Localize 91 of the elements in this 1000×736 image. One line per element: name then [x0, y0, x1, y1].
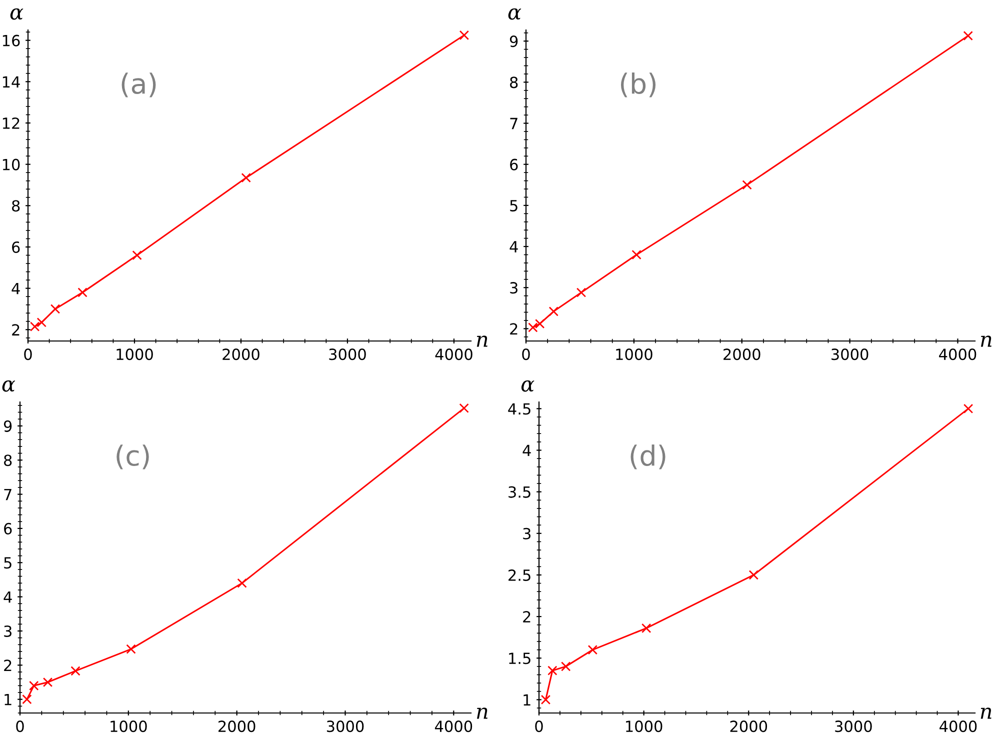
y-tick-label: 6	[12, 241, 20, 253]
point	[540, 694, 551, 705]
point	[42, 677, 53, 688]
x-tick-label: 1000	[616, 348, 652, 360]
annotation: (c)	[116, 444, 149, 470]
annotation: (b)	[620, 72, 656, 98]
annotation: (a)	[122, 72, 156, 98]
y-tick-label: 5	[510, 200, 518, 212]
y-tick-label: 2.5	[508, 569, 530, 581]
x-tick-label: 4000	[435, 348, 472, 360]
y-tick-label: 1	[524, 694, 530, 706]
y-tick-label: 7	[510, 118, 518, 130]
x-tick-label: 3000	[832, 348, 868, 360]
y-tick-label: 3	[4, 625, 12, 637]
x-tick-label: 3000	[835, 720, 872, 732]
point	[576, 288, 586, 298]
x-axis-title: n	[980, 708, 992, 719]
x-tick-label: 1000	[110, 720, 147, 732]
y-tick-label: 12	[2, 117, 20, 129]
point	[459, 403, 469, 414]
x-tick-label: 1000	[626, 720, 662, 732]
y-tick-label: 4.5	[508, 403, 530, 415]
point	[963, 30, 973, 41]
x-tick-label: 4000	[939, 348, 976, 360]
point	[29, 680, 39, 691]
point	[30, 322, 40, 332]
y-tick-label: 3	[523, 528, 530, 540]
y-tick-label: 6	[510, 158, 518, 170]
y-tick-label: 14	[2, 76, 20, 88]
point	[50, 304, 60, 314]
point	[241, 172, 251, 183]
x-tick-label: 4000	[940, 720, 977, 732]
y-tick-label: 8	[510, 76, 518, 88]
point	[528, 322, 538, 332]
x-axis-title: n	[476, 708, 488, 719]
point	[548, 666, 558, 676]
point	[132, 250, 142, 260]
annotation: (d)	[630, 444, 666, 470]
y-tick-label: 9	[4, 420, 12, 432]
x-tick-label: 1000	[116, 348, 153, 360]
y-axis-title: α	[2, 380, 16, 392]
point	[126, 644, 136, 654]
y-tick-label: 8	[12, 200, 20, 212]
y-tick-label: 4	[4, 591, 12, 603]
point	[748, 570, 759, 580]
x-tick-label: 3000	[329, 348, 366, 360]
y-tick-label: 3	[510, 282, 518, 294]
point	[588, 644, 598, 655]
y-tick-label: 4	[12, 282, 20, 294]
y-tick-label: 5	[4, 557, 12, 569]
point	[560, 662, 571, 672]
x-tick-label: 4000	[434, 720, 472, 732]
point	[641, 623, 652, 634]
y-tick-label: 8	[4, 454, 12, 466]
x-tick-label: 0	[535, 720, 543, 732]
x-tick-label: 2000	[724, 348, 760, 360]
y-tick-label: 1.5	[509, 652, 530, 664]
y-tick-label: 4	[510, 241, 518, 252]
x-tick-label: 2000	[730, 720, 768, 732]
y-tick-label: 2	[12, 324, 20, 336]
x-tick-label: 0	[522, 348, 530, 360]
point	[632, 250, 642, 260]
x-tick-label: 3000	[326, 720, 364, 732]
y-tick-label: 1	[4, 694, 12, 706]
y-tick-label: 7	[4, 488, 12, 500]
y-axis-title: α	[521, 380, 534, 392]
y-tick-label: 2	[4, 660, 12, 671]
x-tick-label: 2000	[218, 720, 256, 732]
point	[742, 180, 752, 190]
point	[963, 404, 974, 414]
y-tick-label: 6	[4, 522, 12, 534]
y-axis-title: α	[508, 8, 522, 20]
x-tick-label: 0	[24, 348, 32, 360]
point	[22, 694, 32, 704]
x-axis-title: n	[476, 336, 488, 347]
y-tick-label: 9	[510, 36, 518, 48]
y-tick-label: 3.5	[508, 486, 530, 498]
point	[78, 288, 88, 298]
y-tick-label: 16	[2, 34, 20, 46]
y-tick-label: 2	[523, 611, 530, 622]
point	[548, 306, 558, 316]
y-tick-label: 2	[510, 323, 518, 334]
x-tick-label: 2000	[222, 348, 260, 360]
x-axis-title: n	[980, 336, 992, 347]
point	[459, 30, 470, 40]
y-axis-title: α	[10, 8, 24, 20]
y-tick-label: 4	[522, 444, 531, 456]
y-tick-label: 10	[2, 158, 20, 170]
x-tick-label: 0	[16, 720, 24, 732]
point	[237, 578, 247, 588]
point	[70, 666, 80, 676]
